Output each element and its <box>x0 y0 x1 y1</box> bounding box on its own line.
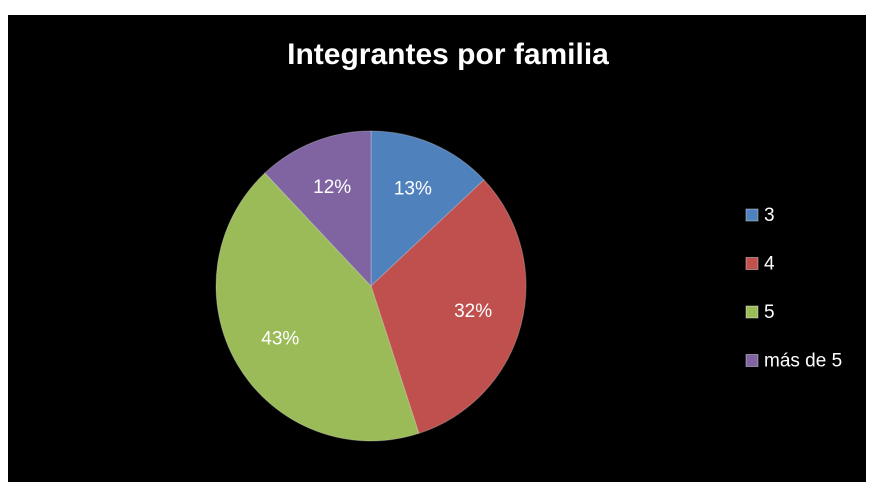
legend-marker <box>745 257 759 270</box>
pie-slice <box>264 130 372 288</box>
data-label: 12% <box>313 177 351 198</box>
legend-label: 4 <box>764 254 775 275</box>
legend-label: 5 <box>764 302 775 323</box>
data-label: 43% <box>261 329 299 350</box>
legend-marker <box>745 305 759 319</box>
chart-title: Integrantes por familia <box>287 38 609 71</box>
pie-slice <box>215 172 420 442</box>
legend-marker <box>745 208 759 222</box>
legend-label: 3 <box>764 205 775 226</box>
legend-label: más de 5 <box>764 351 842 372</box>
pie-slice <box>370 130 485 288</box>
legend-marker <box>745 354 759 367</box>
pie-slice <box>370 179 527 435</box>
data-label: 13% <box>394 178 432 199</box>
data-label: 32% <box>454 301 492 322</box>
